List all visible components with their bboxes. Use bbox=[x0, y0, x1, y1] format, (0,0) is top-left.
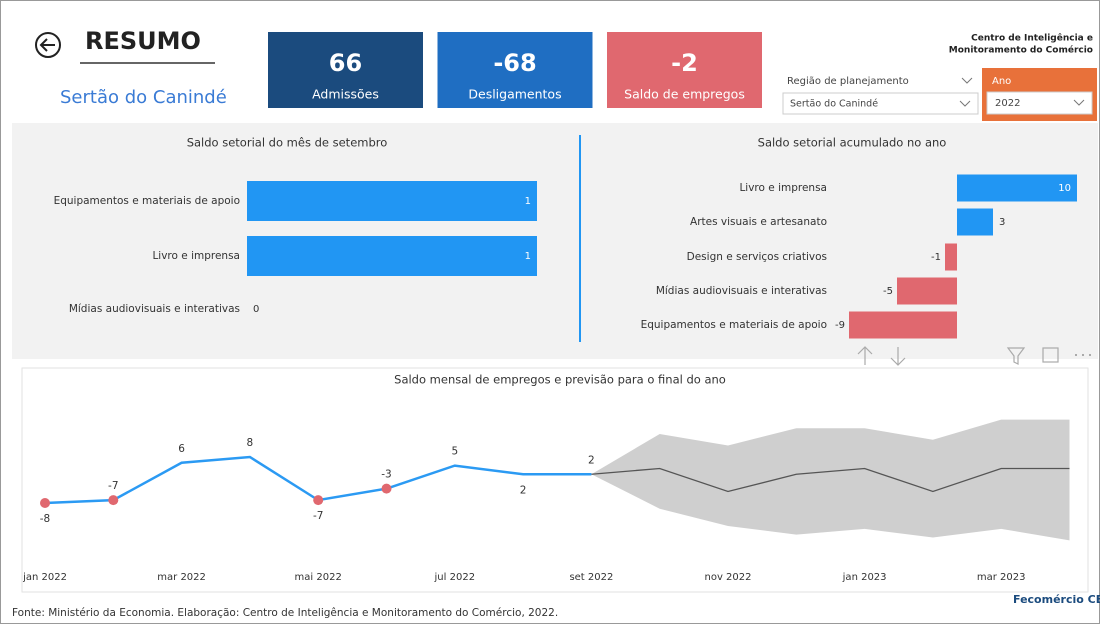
icon[interactable] bbox=[1006, 347, 1026, 365]
source-note: Fonte: Ministério da Economia. Elaboraçã… bbox=[12, 607, 558, 619]
x-tick-label: jan 2022 bbox=[22, 572, 67, 583]
data-label: -9 bbox=[835, 320, 845, 331]
kpi-card bbox=[268, 32, 423, 108]
x-tick-label: nov 2022 bbox=[704, 572, 751, 583]
bar bbox=[957, 208, 993, 236]
data-label: 2 bbox=[520, 484, 527, 496]
data-label: -7 bbox=[313, 510, 323, 522]
kpi-value: 66 bbox=[329, 49, 362, 77]
region-filter[interactable]: Região de planejamento Sertão do Canindé bbox=[782, 76, 979, 115]
org-name: Monitoramento do Comércio bbox=[949, 45, 1093, 56]
data-label: 0 bbox=[253, 304, 259, 315]
logo: Fecomércio CE bbox=[1013, 593, 1100, 606]
filter-value: Sertão do Canindé bbox=[790, 99, 878, 110]
dropdown[interactable] bbox=[986, 91, 1093, 115]
data-label: 6 bbox=[178, 443, 185, 455]
data-label: 2 bbox=[588, 454, 595, 466]
bar bbox=[247, 236, 537, 276]
chart-title: Saldo mensal de empregos e previsão para… bbox=[394, 373, 726, 387]
data-label: 1 bbox=[525, 251, 531, 262]
x-tick-label: jul 2022 bbox=[434, 572, 476, 583]
filter-label: Região de planejamento bbox=[787, 76, 909, 87]
bar bbox=[849, 311, 957, 339]
bar bbox=[945, 243, 957, 271]
year-filter[interactable]: Ano 2022 bbox=[982, 68, 1097, 121]
chevron bbox=[1073, 99, 1085, 106]
kpi-card bbox=[437, 32, 593, 108]
data-label: -5 bbox=[883, 286, 893, 297]
icon[interactable] bbox=[857, 346, 873, 365]
x-tick-label: mar 2023 bbox=[977, 572, 1026, 583]
visual-toolbar[interactable] bbox=[857, 346, 1091, 366]
forecast-line bbox=[591, 467, 1070, 493]
category-label: Livro e imprensa bbox=[152, 250, 240, 262]
kpi-value: -68 bbox=[493, 49, 536, 77]
kpi-card bbox=[607, 32, 762, 108]
chevron bbox=[961, 77, 973, 84]
kpi-label: Admissões bbox=[312, 87, 379, 102]
x-tick-label: mar 2022 bbox=[157, 572, 206, 583]
point-marker bbox=[108, 495, 119, 506]
category-label: Mídias audiovisuais e interativas bbox=[69, 303, 240, 315]
data-label: -8 bbox=[40, 513, 50, 525]
filter-label: Ano bbox=[992, 76, 1011, 87]
dropdown[interactable] bbox=[782, 92, 979, 115]
category-label: Equipamentos e materiais de apoio bbox=[54, 195, 240, 207]
kpi-label: Desligamentos bbox=[468, 87, 561, 102]
category-label: Design e serviços criativos bbox=[687, 251, 827, 263]
bar bbox=[247, 181, 537, 221]
org-name: Centro de Inteligência e bbox=[971, 33, 1093, 44]
data-label: -7 bbox=[108, 480, 118, 492]
x-tick-label: set 2022 bbox=[569, 572, 613, 583]
x-tick-label: mai 2022 bbox=[295, 572, 342, 583]
back-arrow[interactable] bbox=[39, 38, 55, 52]
back-button[interactable] bbox=[35, 32, 61, 58]
back-circle[interactable] bbox=[35, 32, 61, 58]
data-label: 3 bbox=[999, 217, 1005, 228]
point-marker bbox=[381, 483, 392, 494]
page-title: RESUMO bbox=[85, 27, 201, 55]
icon[interactable] bbox=[1042, 347, 1059, 363]
x-tick-label: jan 2023 bbox=[842, 572, 887, 583]
data-label: 10 bbox=[1058, 183, 1071, 194]
chart-title: Saldo setorial do mês de setembro bbox=[187, 136, 388, 150]
category-label: Artes visuais e artesanato bbox=[690, 216, 827, 228]
data-label: -1 bbox=[931, 252, 941, 263]
kpi-value: -2 bbox=[671, 49, 698, 77]
category-label: Equipamentos e materiais de apoio bbox=[641, 319, 827, 331]
data-label: 8 bbox=[247, 437, 254, 449]
chevron bbox=[959, 100, 971, 107]
bar bbox=[897, 277, 957, 305]
point-marker bbox=[313, 495, 324, 506]
data-label: 5 bbox=[451, 446, 458, 458]
filter-value: 2022 bbox=[995, 98, 1020, 109]
point-marker bbox=[40, 498, 50, 508]
data-label: 1 bbox=[525, 196, 531, 207]
icon[interactable] bbox=[890, 347, 906, 366]
chart-title: Saldo setorial acumulado no ano bbox=[758, 136, 947, 150]
category-label: Mídias audiovisuais e interativas bbox=[656, 285, 827, 297]
kpi-label: Saldo de empregos bbox=[624, 87, 745, 102]
forecast-band bbox=[591, 419, 1070, 541]
data-label: -3 bbox=[381, 469, 391, 481]
region-subtitle: Sertão do Canindé bbox=[60, 87, 227, 108]
category-label: Livro e imprensa bbox=[739, 182, 827, 194]
bar bbox=[957, 174, 1077, 202]
